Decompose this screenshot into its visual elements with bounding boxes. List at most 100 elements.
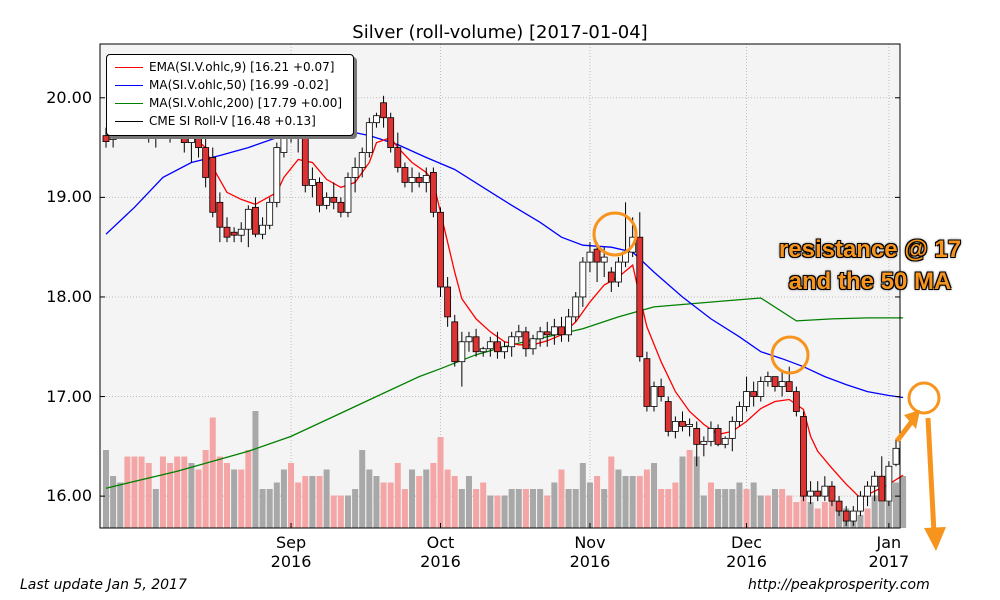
candle-body — [878, 475, 886, 502]
candle-body — [387, 117, 395, 148]
y-tick-label: 18.00 — [46, 286, 92, 306]
volume-bar — [352, 489, 359, 528]
volume-bar — [722, 489, 729, 528]
candle-body — [821, 485, 829, 497]
candle-body — [273, 147, 281, 203]
volume-bar — [373, 476, 380, 528]
candle-body — [864, 485, 871, 497]
volume-bar — [167, 463, 174, 528]
candle-body — [671, 421, 679, 432]
volume-bar — [864, 508, 871, 528]
candle-body — [679, 421, 686, 427]
y-tick-label: 20.00 — [46, 87, 92, 107]
candle-body — [558, 326, 565, 336]
candle-body — [572, 296, 580, 318]
candle-body — [871, 475, 879, 487]
legend-item-ema9: EMA(SI.V.ohlc,9) [16.21 +0.07] — [115, 59, 334, 75]
volume-bar — [672, 482, 679, 528]
volume-bar — [252, 411, 259, 528]
volume-bar — [238, 469, 245, 528]
volume-bar — [259, 489, 266, 528]
volume-bar — [729, 489, 736, 528]
candle-body — [800, 416, 807, 497]
candle-body — [380, 102, 387, 119]
candle-body — [451, 321, 459, 363]
legend-swatch-ma200 — [115, 103, 143, 104]
legend-item-roll-v: CME SI Roll-V [16.48 +0.13] — [115, 113, 316, 129]
volume-bar — [586, 482, 593, 528]
candle-body — [209, 157, 217, 213]
volume-bar — [565, 489, 572, 528]
last-update-text: Last update Jan 5, 2017 — [20, 577, 187, 593]
y-tick-label: 19.00 — [46, 187, 92, 207]
volume-bar — [508, 489, 515, 528]
candle-body — [849, 510, 857, 522]
volume-bar — [821, 502, 828, 528]
candle-body — [202, 147, 210, 178]
volume-bar — [551, 482, 558, 528]
volume-bar — [636, 476, 643, 528]
arrow-up-head — [904, 410, 920, 429]
candle-body — [785, 381, 793, 392]
candle-body — [714, 428, 722, 445]
legend-label-roll-v: CME SI Roll-V [16.48 +0.13] — [149, 114, 316, 128]
volume-bar — [330, 495, 337, 528]
highlight-circle — [592, 211, 638, 257]
volume-bar — [473, 489, 480, 528]
candle-body — [252, 206, 259, 235]
volume-bar — [444, 469, 451, 528]
volume-bar — [651, 463, 658, 528]
candle-body — [693, 428, 701, 445]
candle-body — [757, 381, 765, 397]
volume-bar — [465, 476, 472, 528]
volume-bar — [764, 495, 771, 528]
candle-body — [721, 437, 729, 445]
x-tick-label: Oct 2016 — [396, 533, 486, 571]
volume-bar — [223, 463, 230, 528]
candle-body — [422, 175, 430, 183]
volume-bar — [857, 515, 864, 528]
volume-bar — [131, 456, 138, 528]
x-tick-month: Dec — [731, 533, 763, 552]
candle-body — [401, 167, 409, 183]
candle-body — [394, 147, 402, 168]
candle-body — [536, 331, 544, 340]
volume-bar — [579, 463, 586, 528]
candle-body — [550, 326, 558, 336]
plot-frame — [99, 43, 901, 529]
candle-body — [237, 228, 245, 236]
arrow-up-shaft — [895, 418, 915, 443]
volume-bar — [793, 502, 800, 528]
candle-body — [494, 341, 501, 353]
candle-body — [728, 421, 736, 439]
legend-swatch-ema9 — [115, 67, 143, 68]
volume-bar — [231, 469, 238, 528]
volume-bar — [188, 463, 195, 528]
candle-body — [266, 201, 274, 226]
volume-bar — [174, 456, 181, 528]
volume-bar — [103, 450, 109, 528]
volume-bar — [679, 456, 686, 528]
volume-bar — [900, 476, 907, 528]
candle-body — [892, 447, 900, 465]
candle-body — [259, 224, 266, 235]
candle-body — [686, 424, 694, 427]
candle-body — [330, 196, 338, 203]
candle-body — [415, 177, 423, 183]
volume-bar — [658, 489, 665, 528]
volume-bar — [138, 456, 145, 528]
volume-bar — [273, 482, 280, 528]
volume-bar — [707, 482, 714, 528]
volume-bar — [159, 456, 166, 528]
volume-bar — [216, 456, 223, 528]
chart-title: Silver (roll-volume) [2017-01-04] — [352, 22, 648, 43]
volume-bar — [416, 476, 423, 528]
candle-body — [792, 391, 800, 412]
candle-body — [351, 167, 359, 178]
volume-bar — [615, 469, 622, 528]
candle-body — [835, 500, 843, 512]
volume-bar — [337, 495, 344, 528]
volume-bar — [295, 482, 302, 528]
candle-body — [458, 341, 466, 363]
candle-body — [337, 201, 345, 213]
